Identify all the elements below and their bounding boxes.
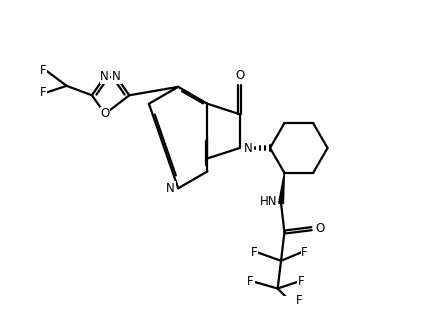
Text: N: N [100, 70, 109, 83]
Text: HN: HN [260, 195, 278, 208]
Text: F: F [301, 246, 308, 259]
Polygon shape [279, 173, 285, 203]
Text: F: F [40, 64, 46, 77]
Text: F: F [296, 294, 303, 307]
Text: F: F [298, 275, 304, 288]
Text: O: O [235, 69, 244, 82]
Text: F: F [247, 275, 254, 288]
Text: O: O [100, 107, 110, 121]
Text: N: N [166, 182, 175, 195]
Text: F: F [40, 86, 46, 99]
Text: N: N [244, 142, 253, 154]
Text: F: F [251, 246, 257, 259]
Text: N: N [112, 70, 121, 83]
Text: O: O [316, 222, 325, 235]
